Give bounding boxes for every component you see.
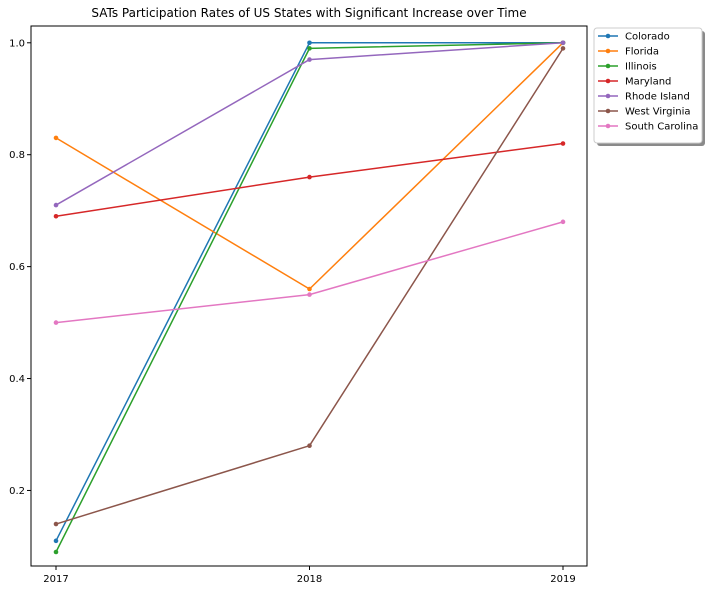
x-tick-label: 2019 [550,574,575,585]
data-point [53,135,59,141]
series-south-carolina [53,219,566,325]
data-point [307,292,312,297]
data-point [307,443,312,448]
legend-label: Colorado [625,32,670,43]
legend-swatch-marker [605,33,611,39]
legend-label: Rhode Island [625,92,690,103]
data-point [560,40,566,46]
data-point [53,538,59,544]
series-line [55,221,564,324]
data-point [53,549,59,555]
legend-swatch-marker [605,63,611,69]
legend-label: Maryland [625,77,671,88]
series-illinois [53,40,566,555]
legend-swatch-marker [605,108,611,114]
data-point [307,174,312,180]
x-tick-label: 2017 [43,574,68,585]
series-line [55,42,564,290]
data-point [53,320,59,325]
series-maryland [53,141,566,219]
series-lines [53,40,566,555]
data-point [53,202,59,208]
axis-ticks: 2017 2018 2019 0.2 0.4 0.6 0.8 1.0 [9,38,576,585]
data-point [307,40,312,46]
legend-label: West Virginia [625,107,690,118]
legend-label: Florida [625,47,659,58]
legend-swatch-marker [605,123,611,129]
data-point [560,46,566,51]
data-point [307,57,312,62]
series-line [55,42,564,206]
chart-title: SATs Participation Rates of US States wi… [91,6,526,20]
data-point [307,46,312,51]
data-point [53,521,59,527]
series-rhode-island [53,40,566,208]
y-tick-label: 1.0 [9,38,25,49]
legend: Colorado Florida Illinois Maryland Rhode Isl… [593,27,705,146]
data-point [560,141,566,146]
legend-swatch-marker [605,78,611,84]
y-tick-label: 0.4 [9,374,25,385]
legend-box [593,27,703,144]
data-point [53,213,59,219]
y-tick-label: 0.2 [9,486,25,497]
data-point [560,219,566,225]
legend-swatch-marker [605,93,611,99]
legend-label: South Carolina [625,122,698,133]
x-tick-label: 2018 [297,574,322,585]
data-point [307,286,312,292]
series-west-virginia [53,46,566,527]
y-tick-label: 0.8 [9,150,25,161]
series-line [55,142,564,218]
series-line [55,47,564,525]
y-tick-label: 0.6 [9,262,25,273]
legend-swatch-marker [605,48,611,54]
series-line [55,42,564,553]
legend-label: Illinois [625,62,657,73]
